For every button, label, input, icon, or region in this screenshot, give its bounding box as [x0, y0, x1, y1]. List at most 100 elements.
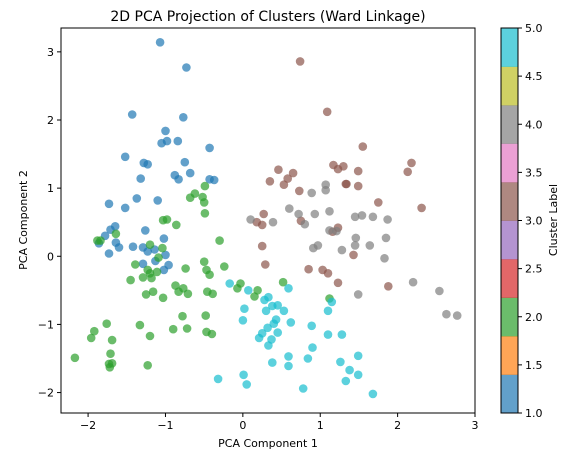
- data-point-cluster-1: [173, 136, 183, 146]
- data-point-cluster-2: [172, 220, 181, 230]
- data-point-cluster-2: [185, 193, 195, 202]
- data-point-cluster-5: [353, 351, 363, 361]
- data-point-cluster-5: [261, 306, 271, 316]
- data-point-cluster-4: [353, 290, 363, 299]
- colorbar-tick-label: 3.5: [525, 166, 543, 179]
- colorbar-band: [501, 143, 518, 183]
- data-point-cluster-2: [126, 275, 135, 285]
- data-point-cluster-1: [138, 259, 148, 269]
- data-point-cluster-3: [295, 57, 305, 66]
- y-axis: −2 −1 0 1 2 3: [38, 46, 61, 400]
- data-point-cluster-1: [174, 175, 183, 184]
- data-point-cluster-5: [307, 321, 317, 331]
- data-point-cluster-5: [254, 333, 264, 343]
- data-point-cluster-1: [179, 113, 188, 122]
- data-point-cluster-1: [104, 249, 114, 258]
- data-point-cluster-4: [268, 217, 278, 227]
- colorbar-tick-label: 4.0: [525, 118, 543, 131]
- data-point-cluster-2: [111, 229, 121, 239]
- data-point-cluster-5: [308, 343, 317, 352]
- data-point-cluster-2: [102, 319, 111, 329]
- colorbar-tick-label: 1.5: [525, 359, 543, 372]
- data-point-cluster-4: [442, 309, 451, 319]
- y-tick-label: 0: [47, 250, 54, 263]
- data-point-cluster-3: [304, 264, 313, 274]
- data-point-cluster-2: [152, 267, 162, 277]
- data-point-cluster-3: [349, 250, 358, 260]
- x-tick-label: −1: [157, 419, 173, 432]
- data-point-cluster-1: [161, 126, 170, 136]
- data-point-cluster-2: [143, 361, 152, 370]
- data-point-cluster-5: [244, 286, 253, 295]
- data-point-cluster-2: [107, 335, 117, 345]
- data-point-cluster-4: [309, 243, 318, 253]
- colorbar-tick-label: 1.0: [525, 407, 543, 420]
- data-point-cluster-5: [284, 284, 293, 293]
- plot-frame: [60, 27, 476, 414]
- data-point-cluster-1: [114, 243, 124, 252]
- colorbar-band: [501, 336, 518, 375]
- data-point-cluster-4: [325, 226, 334, 235]
- data-point-cluster-2: [147, 273, 156, 283]
- data-point-cluster-5: [264, 341, 273, 350]
- data-point-cluster-4: [332, 226, 341, 236]
- points-layer: [70, 38, 462, 399]
- data-point-cluster-5: [368, 389, 378, 399]
- colorbar-band: [501, 259, 518, 298]
- data-point-cluster-2: [220, 262, 229, 271]
- data-point-cluster-2: [181, 264, 190, 273]
- data-point-cluster-2: [70, 353, 80, 363]
- data-point-cluster-1: [205, 143, 214, 153]
- y-tick-label: 2: [47, 114, 54, 127]
- data-point-cluster-5: [238, 316, 248, 325]
- data-point-cluster-2: [148, 287, 158, 297]
- data-point-cluster-2: [199, 198, 209, 207]
- data-point-cluster-4: [310, 209, 320, 219]
- data-point-cluster-5: [284, 352, 293, 361]
- x-axis-label: PCA Component 1: [218, 437, 318, 450]
- data-point-cluster-3: [323, 269, 333, 278]
- data-point-cluster-5: [268, 358, 277, 367]
- colorbar-tick-label: 2.0: [525, 311, 543, 324]
- colorbar-band: [501, 66, 518, 106]
- data-point-cluster-1: [155, 38, 165, 47]
- data-point-cluster-3: [407, 158, 416, 168]
- data-point-cluster-3: [417, 203, 426, 213]
- data-point-cluster-4: [351, 233, 361, 243]
- data-point-cluster-2: [96, 236, 105, 245]
- data-point-cluster-2: [278, 277, 288, 287]
- colorbar-tick-label: 4.5: [525, 70, 543, 83]
- data-point-cluster-3: [261, 260, 270, 269]
- data-point-cluster-4: [307, 188, 317, 198]
- y-tick-label: −1: [38, 318, 54, 331]
- data-point-cluster-5: [336, 357, 345, 367]
- data-point-cluster-5: [303, 354, 313, 363]
- data-point-cluster-2: [174, 287, 183, 297]
- data-point-cluster-1: [141, 226, 150, 235]
- data-point-cluster-1: [185, 168, 195, 178]
- data-point-cluster-5: [345, 365, 354, 375]
- colorbar-band: [501, 105, 518, 144]
- data-point-cluster-2: [200, 181, 210, 191]
- x-tick-label: −2: [80, 419, 96, 432]
- data-point-cluster-4: [368, 212, 378, 222]
- data-point-cluster-3: [295, 186, 304, 196]
- x-tick-label: 0: [239, 419, 246, 432]
- data-point-cluster-3: [259, 209, 269, 219]
- data-point-cluster-5: [327, 297, 337, 307]
- data-point-cluster-3: [257, 220, 267, 230]
- data-point-cluster-1: [132, 194, 142, 203]
- data-point-cluster-1: [139, 158, 149, 168]
- data-point-cluster-1: [182, 63, 191, 72]
- data-point-cluster-5: [242, 380, 251, 389]
- data-point-cluster-3: [342, 179, 351, 189]
- data-point-cluster-1: [120, 203, 130, 213]
- data-point-cluster-5: [225, 279, 234, 288]
- data-point-cluster-5: [341, 376, 351, 386]
- data-point-cluster-5: [353, 370, 363, 380]
- x-tick-label: 2: [394, 419, 401, 432]
- data-point-cluster-2: [207, 329, 217, 339]
- data-point-cluster-4: [246, 215, 255, 224]
- data-point-cluster-1: [120, 152, 130, 162]
